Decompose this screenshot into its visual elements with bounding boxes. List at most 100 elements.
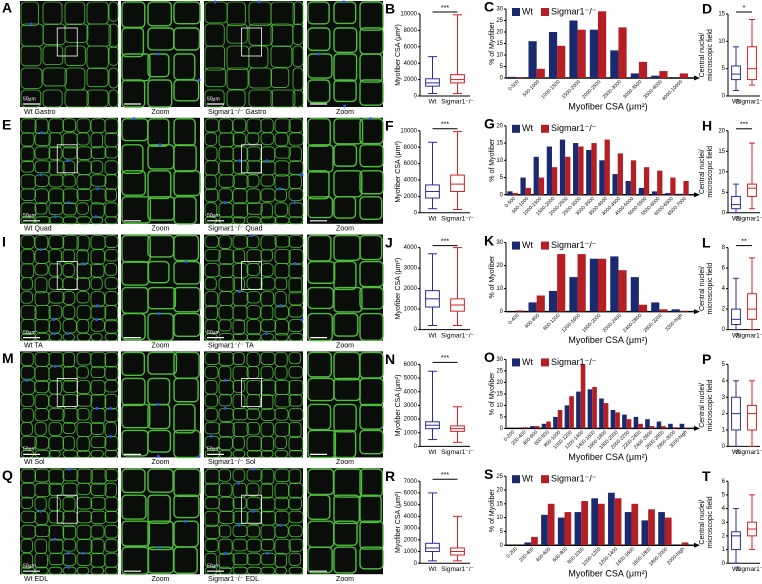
micrograph-caption: Zoom (336, 109, 354, 116)
bar (533, 156, 539, 195)
fiber-outline (104, 174, 119, 190)
bar (648, 509, 655, 546)
y-tick-label: 15 (496, 501, 503, 507)
legend-label: Sigmar1⁻/⁻ (551, 123, 597, 133)
micrograph-bg (20, 468, 118, 575)
fiber-outline (232, 468, 246, 482)
fiber-outline (204, 174, 217, 191)
fiber-outline (104, 160, 119, 175)
y-tick-label: 10 (496, 158, 503, 164)
fiber-outline (173, 377, 199, 403)
fiber-outline (62, 351, 75, 368)
fiber-outline (121, 79, 146, 108)
fiber-outline (48, 482, 63, 497)
legend-swatch (541, 124, 549, 133)
bar (534, 426, 540, 429)
micrograph (307, 351, 384, 459)
fiber-outline (90, 277, 103, 291)
y-axis-label-line: microscopic field (707, 379, 714, 431)
micrograph-caption: Zoom (152, 109, 170, 116)
fiber-outline (20, 277, 33, 291)
micrograph (121, 117, 201, 225)
fiber-outline (34, 202, 48, 215)
y-tick-label: 1 (722, 547, 726, 553)
zoom-box (241, 377, 263, 407)
bar (546, 146, 552, 195)
panel-letter: D (702, 1, 712, 17)
legend-swatch (512, 8, 520, 16)
fiber-outline (90, 524, 105, 539)
fiber-outline (64, 89, 89, 108)
bar (641, 520, 649, 546)
bar (548, 290, 558, 312)
nucleus (257, 0, 261, 4)
nucleus (66, 551, 70, 555)
y-tick-label: 1000 (404, 549, 418, 555)
nucleus (279, 523, 283, 527)
panel-letter: N (385, 351, 395, 367)
bar (598, 258, 607, 312)
bar (664, 517, 672, 546)
fiber-outline (292, 23, 304, 45)
nucleus (158, 312, 162, 316)
nucleus (184, 260, 188, 264)
x-tick-label: 1600-2000 (581, 313, 602, 334)
fiber-outline (359, 312, 384, 342)
fiber-outline (173, 403, 196, 434)
fiber-outline (108, 23, 119, 49)
fiber-outline (104, 333, 119, 342)
significance-label: *** (441, 122, 449, 129)
fiber-outline (307, 170, 330, 200)
fiber-outline (64, 1, 86, 25)
fiber-outline (48, 421, 62, 436)
fiber-outline (260, 538, 275, 552)
y-tick-label: 15 (718, 149, 725, 155)
bar (559, 139, 566, 195)
bar (622, 414, 627, 429)
nucleus (237, 481, 241, 485)
bar (659, 71, 668, 78)
y-tick-label: 0 (414, 444, 418, 450)
y-tick-label: 10 (718, 169, 725, 175)
y-axis-label: % of Myofiber (489, 255, 496, 298)
micrograph (121, 1, 201, 108)
bar (589, 258, 598, 312)
x-tick-label: Sigmar1⁻/⁻ (441, 332, 474, 339)
nucleus (317, 52, 321, 56)
x-tick-label: Wt (429, 99, 437, 106)
bar (651, 191, 658, 195)
fiber-outline (260, 435, 274, 452)
fiber-outline (104, 468, 119, 482)
fiber-outline (204, 291, 219, 308)
nucleus (25, 378, 29, 382)
y-tick-label: 30 (496, 7, 503, 13)
fiber-outline (307, 403, 332, 431)
y-axis-label-line: Myofiber CSA (μm²) (395, 491, 402, 553)
fiber-outline (20, 45, 42, 67)
box (450, 174, 465, 192)
y-tick-label: 10 (496, 403, 503, 409)
fiber-outline (307, 351, 332, 378)
fiber-outline (90, 482, 107, 496)
fiber-outline (173, 196, 197, 225)
fiber-outline (226, 67, 249, 90)
significance-label: *** (441, 355, 449, 362)
micrograph (307, 0, 384, 108)
y-axis-label-line: Myofiber CSA (μm²) (395, 24, 402, 86)
x-tick-label: Wt (732, 449, 740, 456)
fiber-outline (246, 435, 262, 452)
fiber-outline (147, 170, 172, 200)
fiber-outline (288, 146, 302, 162)
fiber-outline (288, 379, 304, 396)
nucleus (300, 318, 304, 322)
micrograph: 50μm (20, 117, 119, 225)
micrograph: 50μm (204, 234, 304, 342)
y-tick-label: 0 (500, 192, 504, 198)
legend-label: Sigmar1⁻/⁻ (551, 474, 597, 484)
fiber-outline (333, 312, 359, 337)
y-axis-label: % of Myofiber (489, 138, 496, 181)
fiber-outline (288, 160, 304, 175)
bar (541, 423, 547, 429)
bar (581, 501, 588, 546)
fiber-outline (20, 132, 35, 147)
